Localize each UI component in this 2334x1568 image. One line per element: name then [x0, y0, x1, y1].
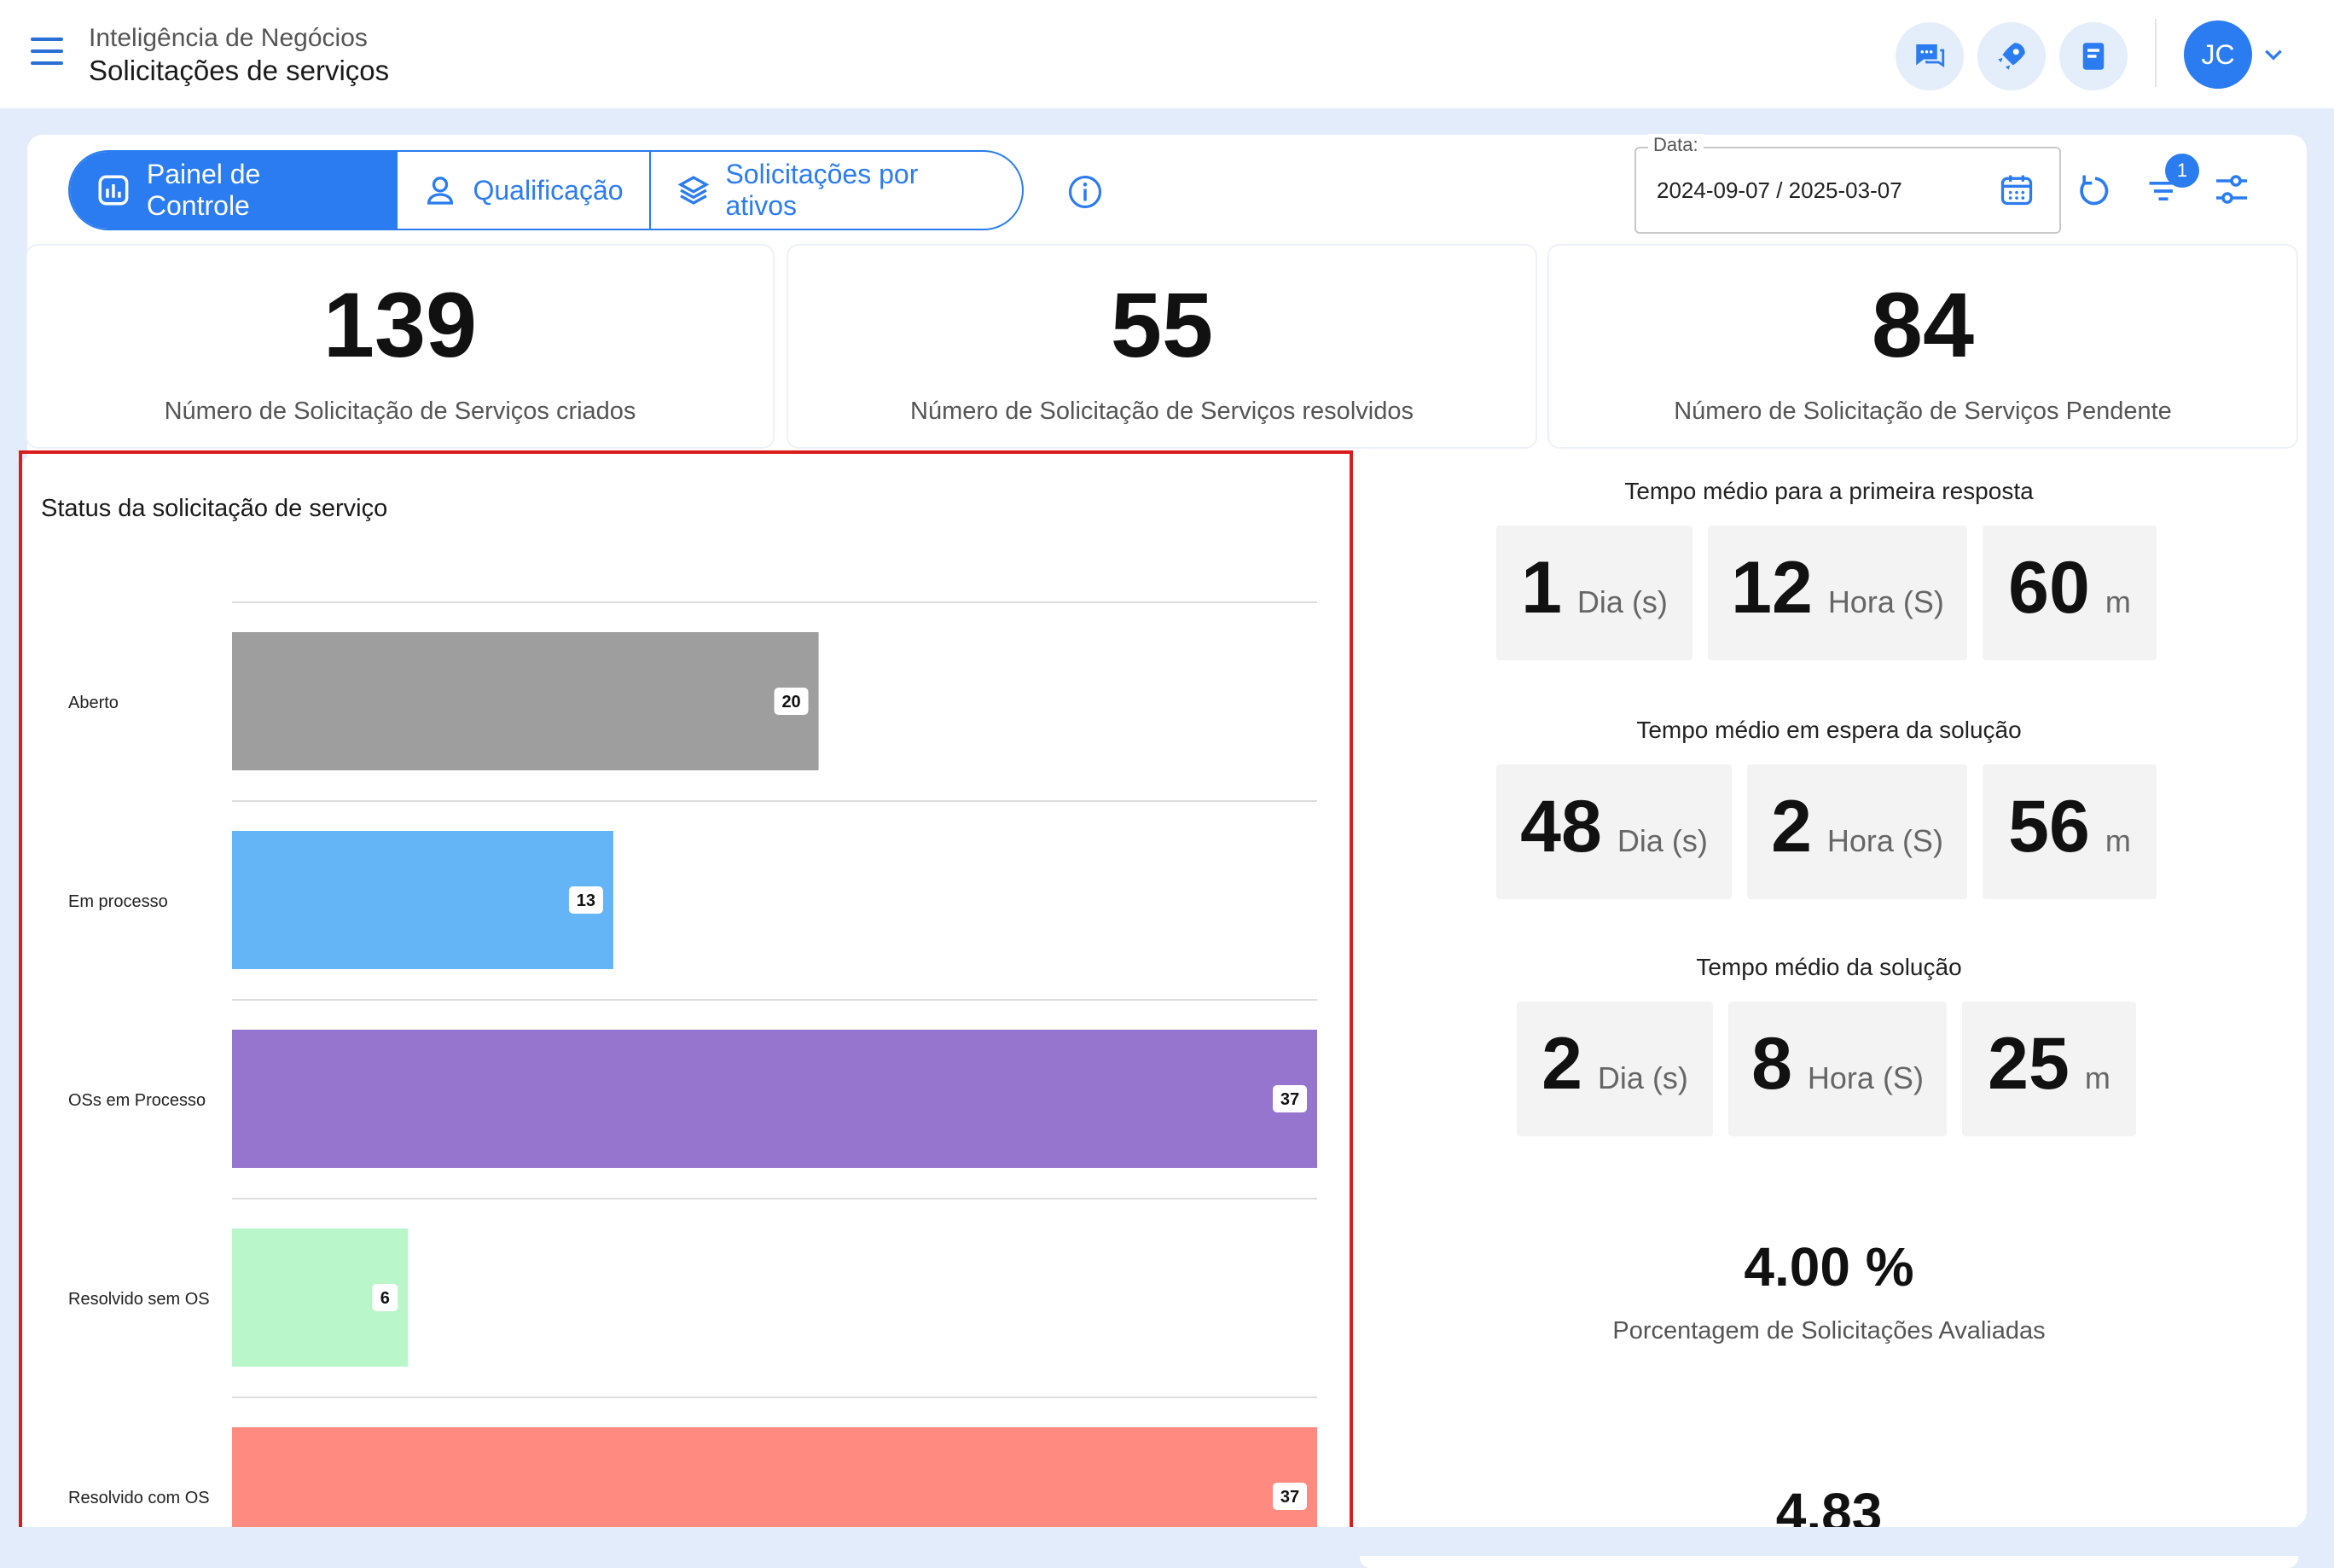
value-badge: [1273, 1085, 1307, 1112]
evaluated-percent-card: [1360, 1177, 2298, 1408]
tab-solicitacoes-por-ativos[interactable]: Solicitações por ativos: [651, 152, 1022, 229]
user-icon: [427, 177, 454, 205]
bar-em-processo: [232, 831, 613, 969]
hours-value: 8: [1751, 1023, 1792, 1105]
tab-label: Solicitações por ativos: [725, 159, 919, 221]
hours-unit: Hora (S): [1826, 823, 1943, 858]
days-value: 2: [1541, 1023, 1582, 1105]
kpi-card-resolved: 55 Número de Solicitação de Serviços res…: [788, 246, 1536, 447]
chart-title: Status da solicitação de serviço: [41, 495, 388, 522]
category-label: Resolvido com OS: [68, 1489, 210, 1507]
bar-oss-em-processo: [232, 1030, 1317, 1168]
days-value: 1: [1521, 547, 1562, 629]
solution-time-title: Tempo médio da solução: [1696, 954, 1962, 980]
minutes-unit: m: [2084, 1060, 2110, 1095]
sliders-icon[interactable]: [2211, 169, 2252, 210]
page-bottom-edge: [0, 1527, 2334, 1556]
tab-label: Painel de Controle: [146, 159, 261, 221]
category-label: Em processo: [68, 892, 168, 911]
tab-painel-de-controle[interactable]: Painel de Controle: [70, 152, 398, 229]
minutes-unit: m: [2105, 584, 2131, 619]
calendar-icon[interactable]: [1998, 171, 2035, 208]
minutes-value: 60: [2008, 547, 2090, 629]
evaluated-percent-label: Porcentagem de Solicitações Avaliadas: [1612, 1317, 2046, 1344]
tab-bar: Painel de Controle Qualificação Solicita…: [68, 150, 1024, 230]
waiting-hours-box: 2 Hora (S): [1747, 764, 1967, 899]
date-range-field[interactable]: [1634, 147, 2061, 234]
value-badge: [568, 886, 603, 914]
notes-button[interactable]: [2059, 22, 2128, 90]
waiting-solution-title: Tempo médio em espera da solução: [1636, 717, 2022, 743]
value-label: 37: [1280, 1090, 1299, 1109]
hamburger-menu-icon[interactable]: [31, 38, 63, 65]
days-unit: Dia (s): [1617, 823, 1708, 858]
avatar[interactable]: JC: [2184, 20, 2252, 89]
tab-label: Qualificação: [473, 174, 624, 206]
kpi-value: 139: [322, 273, 478, 376]
kpi-value: 55: [1110, 273, 1214, 376]
minutes-unit: m: [2105, 823, 2131, 858]
minutes-value: 25: [1988, 1023, 2070, 1105]
value-badge: [774, 688, 809, 715]
refresh-icon[interactable]: [2076, 171, 2114, 208]
days-value: 48: [1520, 786, 1602, 868]
rocket-button[interactable]: [1977, 22, 2046, 90]
solution-hours-box: 8 Hora (S): [1728, 1002, 1947, 1136]
top-divider: [2155, 19, 2157, 87]
days-unit: Dia (s): [1576, 584, 1668, 619]
category-label: Aberto: [68, 694, 119, 712]
chevron-down-icon[interactable]: [2262, 46, 2285, 63]
days-unit: Dia (s): [1597, 1060, 1688, 1095]
hours-value: 12: [1731, 547, 1813, 629]
hours-value: 2: [1771, 786, 1812, 868]
bar-resolvido-com-os: [232, 1427, 1317, 1527]
status-bar-chart: Aberto 20 Em processo 13 OSs em Processo 37 Re…: [68, 601, 1317, 1527]
value-label: 6: [380, 1289, 390, 1308]
first-response-title: Tempo médio para a primeira resposta: [1624, 478, 2034, 504]
category-label: OSs em Processo: [68, 1091, 206, 1110]
highlight-frame: [19, 450, 1353, 1537]
value-badge: [1273, 1483, 1307, 1510]
kpi-card-pending: 84 Número de Solicitação de Serviços Pen…: [1549, 246, 2296, 447]
first-response-days-box: 1 Dia (s): [1496, 526, 1692, 660]
info-icon[interactable]: [1067, 174, 1103, 210]
tab-qualificacao[interactable]: Qualificação: [398, 152, 651, 229]
solution-days-box: 2 Dia (s): [1517, 1002, 1713, 1136]
kpi-value: 84: [1871, 273, 1975, 376]
first-response-hours-box: 12 Hora (S): [1708, 526, 1967, 660]
chat-support-button[interactable]: [1896, 22, 1964, 90]
evaluated-percent-value: 4.00 %: [1744, 1236, 1914, 1298]
kpi-card-created: 139 Número de Solicitação de Serviços cr…: [27, 246, 773, 447]
waiting-days-box: 48 Dia (s): [1496, 764, 1732, 899]
page-title: Solicitações de serviços: [89, 55, 390, 86]
value-badge: [372, 1284, 398, 1311]
breadcrumb-parent: Inteligência de Negócios: [89, 24, 368, 52]
date-range-value[interactable]: 2024-09-07 / 2025-03-07: [1657, 177, 1902, 203]
layers-icon: [677, 176, 709, 205]
minutes-value: 56: [2008, 786, 2090, 868]
category-label: Resolvido sem OS: [68, 1290, 210, 1309]
kpi-label: Número de Solicitação de Serviços resolv…: [910, 398, 1414, 425]
chat-icon: [1916, 44, 1945, 68]
waiting-minutes-box: 56 m: [1983, 764, 2157, 899]
filter-count-badge: 1: [2165, 154, 2199, 188]
first-response-minutes-box: 60 m: [1983, 526, 2157, 660]
hours-unit: Hora (S): [1827, 584, 1944, 619]
kpi-label: Número de Solicitação de Serviços Penden…: [1674, 398, 2172, 425]
hours-unit: Hora (S): [1807, 1060, 1924, 1095]
rocket-icon: [1998, 43, 2025, 70]
date-field-label: Data:: [1648, 134, 1704, 156]
chart-icon: [98, 175, 129, 206]
value-label: 20: [781, 693, 800, 711]
value-label: 13: [577, 891, 595, 910]
notebook-icon: [2082, 43, 2105, 70]
kpi-label: Número de Solicitação de Serviços criado…: [164, 398, 636, 425]
bar-aberto: [232, 632, 819, 770]
solution-minutes-box: 25 m: [1962, 1002, 2136, 1136]
value-label: 37: [1280, 1488, 1299, 1507]
